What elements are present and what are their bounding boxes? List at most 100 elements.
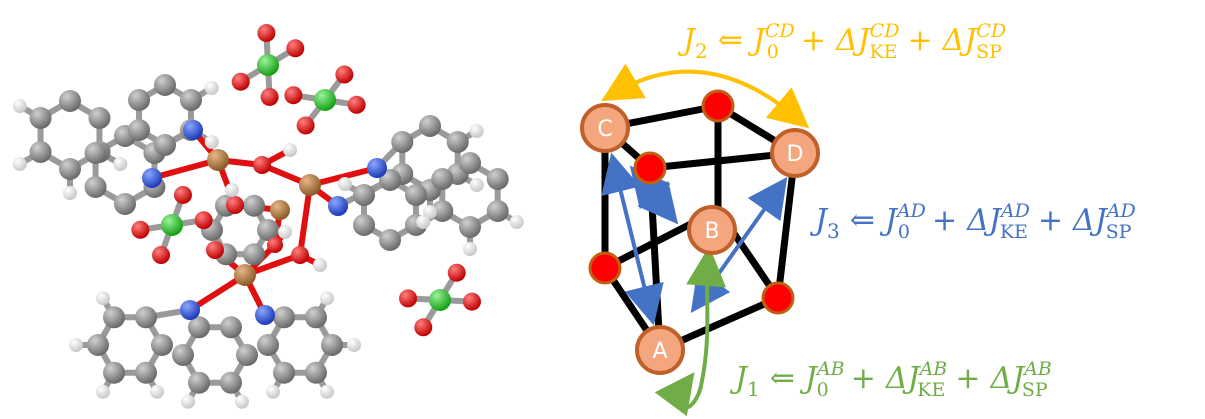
hydrogen-atom bbox=[313, 258, 327, 272]
delta-j-sp: ΔJ bbox=[1072, 203, 1109, 238]
hydrogen-atom bbox=[463, 242, 477, 256]
hydrogen-atom bbox=[278, 225, 292, 239]
hydrogen-atom bbox=[12, 99, 27, 113]
carbon-atom bbox=[459, 152, 481, 174]
sp-subscript: SP bbox=[976, 41, 1002, 63]
j0-subscript: 0 bbox=[898, 221, 910, 243]
site-label: A bbox=[652, 339, 667, 364]
carbon-atom bbox=[321, 334, 343, 356]
plus-sign: + bbox=[908, 23, 933, 58]
chlorine-atom bbox=[429, 289, 451, 311]
site-label: B bbox=[704, 219, 719, 244]
carbon-atom bbox=[486, 200, 509, 222]
sp-superscript: AB bbox=[1022, 358, 1052, 380]
oxygen-atom bbox=[447, 263, 466, 282]
nitrogen-atom bbox=[180, 300, 200, 320]
carbon-atom bbox=[305, 306, 327, 329]
ke-subscript: KE bbox=[1000, 221, 1028, 243]
hydrogen-atom bbox=[320, 291, 334, 306]
carbon-atom bbox=[151, 334, 173, 356]
nitrogen-atom bbox=[142, 168, 162, 188]
carbon-atom bbox=[353, 214, 376, 236]
carbon-atom bbox=[459, 216, 481, 238]
oxygen-atom bbox=[414, 318, 433, 337]
coupling-index: 1 bbox=[747, 377, 760, 401]
hydrogen-atom bbox=[509, 215, 524, 229]
hydrogen-atom bbox=[96, 291, 110, 306]
carbon-atom bbox=[391, 131, 414, 153]
oxygen-atom bbox=[131, 220, 150, 239]
molecule-structure bbox=[12, 24, 524, 409]
sp-superscript: AD bbox=[1105, 200, 1136, 222]
hydrogen-atom bbox=[283, 143, 297, 157]
oxygen-atom bbox=[291, 246, 309, 264]
j0-symbol: J bbox=[879, 203, 899, 238]
hydrogen-atom bbox=[337, 177, 352, 191]
oxygen-atom bbox=[194, 211, 213, 230]
copper-atom bbox=[207, 149, 229, 171]
j0-superscript: AB bbox=[815, 358, 845, 380]
site-node-b bbox=[687, 205, 737, 255]
carbon-atom bbox=[236, 344, 258, 366]
oxygen-atom bbox=[226, 196, 244, 214]
carbon-atom bbox=[404, 184, 427, 206]
carbon-atom bbox=[135, 306, 157, 329]
nitrogen-atom bbox=[367, 158, 387, 178]
carbon-atom bbox=[220, 316, 242, 339]
hydrogen-atom bbox=[150, 384, 164, 399]
ke-superscript: AD bbox=[999, 200, 1030, 222]
copper-atom bbox=[270, 200, 290, 220]
carbon-atom bbox=[257, 334, 279, 356]
site-node-a bbox=[635, 325, 685, 375]
j0-subscript: 0 bbox=[767, 41, 779, 63]
delta-j-ke: ΔJ bbox=[885, 361, 922, 396]
carbon-atom bbox=[188, 371, 210, 394]
hydrogen-atom bbox=[63, 186, 77, 200]
carbon-atom bbox=[59, 158, 81, 180]
ke-subscript: KE bbox=[917, 379, 945, 401]
coupling-index: 2 bbox=[695, 39, 708, 63]
carbon-atom bbox=[446, 131, 469, 153]
carbon-atom bbox=[154, 134, 176, 156]
carbon-atom bbox=[172, 344, 194, 366]
delta-j-ke: ΔJ bbox=[966, 203, 1003, 238]
plus-sign: + bbox=[955, 361, 980, 396]
carbon-atom bbox=[29, 107, 52, 129]
carbon-atom bbox=[243, 194, 265, 217]
coupling-symbol: J bbox=[677, 23, 697, 58]
carbon-atom bbox=[29, 141, 52, 163]
oxygen-atom bbox=[267, 237, 283, 253]
assign-arrow: ⇐ bbox=[718, 23, 743, 58]
formula-j3: J3 ⇐ JAD 0 + ΔJAD KE + ΔJAD SP bbox=[809, 200, 1136, 243]
hydrogen-atom bbox=[181, 394, 195, 409]
assign-arrow: ⇐ bbox=[770, 361, 795, 396]
oxygen-atom bbox=[296, 116, 315, 135]
oxygen-atom bbox=[231, 72, 250, 91]
carbon-atom bbox=[305, 361, 327, 384]
hydrogen-atom bbox=[12, 157, 27, 171]
carbon-atom bbox=[103, 361, 125, 384]
site-label: C bbox=[597, 117, 612, 142]
oxygen-atom bbox=[284, 86, 303, 105]
carbon-atom bbox=[431, 168, 454, 190]
coupling-symbol: J bbox=[809, 203, 829, 238]
carbon-atom bbox=[114, 193, 136, 215]
nitrogen-atom bbox=[183, 120, 203, 140]
hydrogen-atom bbox=[320, 384, 334, 399]
bridge-node bbox=[701, 89, 735, 123]
site-label: D bbox=[787, 142, 804, 167]
cube-network: A B C D bbox=[580, 63, 820, 417]
assign-arrow: ⇐ bbox=[850, 203, 875, 238]
oxygen-atom bbox=[462, 292, 481, 311]
oxygen-atom bbox=[347, 95, 366, 114]
hydrogen-atom bbox=[113, 157, 128, 171]
ke-superscript: CD bbox=[870, 20, 900, 42]
carbon-atom bbox=[379, 229, 401, 251]
carbon-atom bbox=[486, 168, 509, 190]
hydrogen-atom bbox=[225, 183, 239, 197]
carbon-atom bbox=[419, 115, 441, 137]
copper-atom bbox=[234, 264, 256, 286]
sp-subscript: SP bbox=[1022, 379, 1048, 401]
copper-atom bbox=[299, 174, 321, 196]
